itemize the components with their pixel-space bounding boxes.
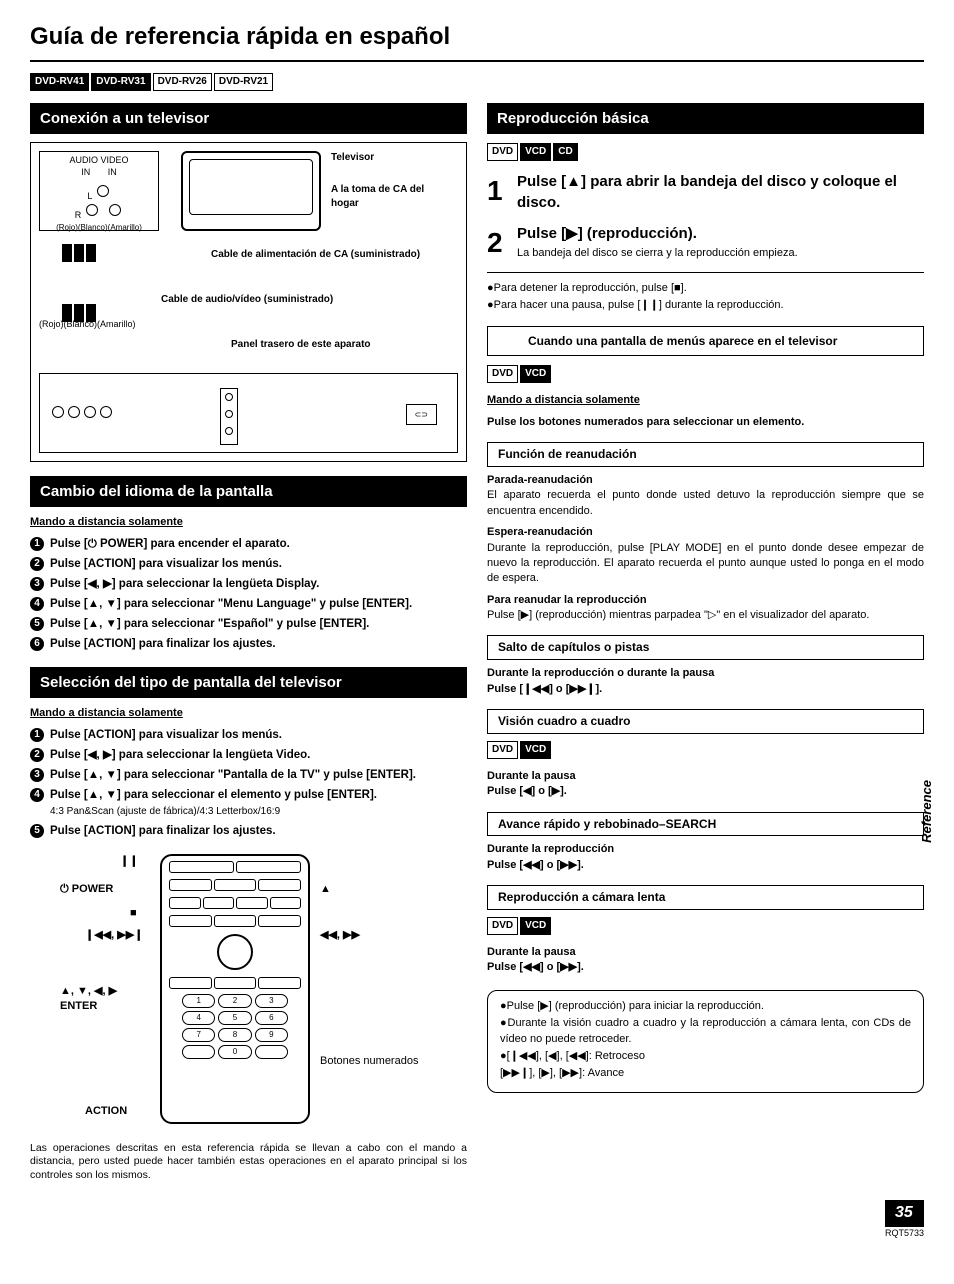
step-num-2: 2 (487, 223, 517, 262)
disc-badge: DVD (487, 365, 518, 383)
label-pause: ❙❙ (120, 854, 138, 869)
page-number: 35 (885, 1200, 924, 1226)
resume-p1: Parada-reanudación El aparato recuerda e… (487, 473, 924, 519)
list-item: 3Pulse [◀, ▶] para seleccionar la lengüe… (30, 576, 467, 592)
resume-header: Función de reanudación (487, 442, 924, 467)
list-item: 6Pulse [ACTION] para finalizar los ajust… (30, 636, 467, 652)
doc-code: RQT5733 (885, 1227, 924, 1240)
bullet: ●Para hacer una pausa, pulse [❙❙] durant… (487, 298, 924, 313)
frame-p: Durante la pausa Pulse [◀] o [▶]. (487, 769, 924, 800)
stop-pause-bullets: ●Para detener la reproducción, pulse [■]… (487, 281, 924, 314)
list-item: 1Pulse [ACTION] para visualizar los menú… (30, 727, 467, 743)
av-cable-label: Cable de audio/vídeo (suministrado) (161, 293, 391, 307)
disc-badge: CD (553, 143, 577, 161)
step-num-1: 1 (487, 171, 517, 213)
slow-header: Reproducción a cámara lenta (487, 885, 924, 910)
skip-p: Durante la reproducción o durante la pau… (487, 666, 924, 697)
disc-badge: VCD (520, 917, 551, 935)
list-item: 4Pulse [▲, ▼] para seleccionar "Menu Lan… (30, 596, 467, 612)
remote-diagram: ❙❙ ⏻ POWER ■ ❙◀◀, ▶▶❙ ▲, ▼, ◀, ▶ ENTER A… (30, 854, 467, 1134)
list-item: 1Pulse [⏻ POWER] para encender el aparat… (30, 536, 467, 552)
header-screen-type: Selección del tipo de pantalla del telev… (30, 667, 467, 698)
disc-badges-3: DVDVCD (487, 740, 924, 759)
list-item: 4Pulse [▲, ▼] para seleccionar el elemen… (30, 787, 467, 819)
header-language: Cambio del idioma de la pantalla (30, 476, 467, 507)
label-power: ⏻ POWER (60, 882, 113, 897)
disc-badges-1: DVDVCDCD (487, 142, 924, 161)
disc-badge: DVD (487, 917, 518, 935)
search-p: Durante la reproducción Pulse [◀◀] o [▶▶… (487, 842, 924, 873)
right-column: Reproducción básica DVDVCDCD 1 Pulse [▲]… (487, 103, 924, 1183)
ac-label: A la toma de CA del hogar (331, 183, 451, 211)
label-action: ACTION (85, 1104, 127, 1119)
screen-steps: 1Pulse [ACTION] para visualizar los menú… (30, 727, 467, 840)
disc-badges-2: DVDVCD (487, 364, 924, 383)
note-line: [▶▶❙], [▶], [▶▶]: Avance (500, 1066, 911, 1081)
audio-video-in: AUDIO VIDEO IN IN (69, 155, 128, 178)
ac-cable-label: Cable de alimentación de CA (suministrad… (211, 248, 441, 262)
resume-p3: Para reanudar la reproducción Pulse [▶] … (487, 593, 924, 624)
page-title: Guía de referencia rápida en español (30, 20, 924, 62)
note-line: ●Durante la visión cuadro a cuadro y la … (500, 1016, 911, 1047)
color-labels-top: (Rojo)(Blanco)(Amarillo) (40, 222, 158, 233)
language-steps: 1Pulse [⏻ POWER] para encender el aparat… (30, 536, 467, 653)
list-item: 3Pulse [▲, ▼] para seleccionar "Pantalla… (30, 767, 467, 783)
remote-only-2: Mando a distancia solamente (30, 706, 467, 721)
press-numbered: Pulse los botones numerados para selecci… (487, 415, 924, 430)
disc-badge: VCD (520, 143, 551, 161)
disc-badge: DVD (487, 143, 518, 161)
label-eject: ▲ (320, 882, 331, 897)
model-badge: DVD-RV26 (153, 73, 212, 91)
disc-badge: VCD (520, 741, 551, 759)
remote-note: Las operaciones descritas en esta refere… (30, 1142, 467, 1183)
list-item: 5Pulse [ACTION] para finalizar los ajust… (30, 823, 467, 839)
remote-body: 123 456 789 0 (160, 854, 310, 1124)
remote-only-3: Mando a distancia solamente (487, 393, 924, 408)
tv-label: Televisor (331, 151, 374, 165)
label-skip: ❙◀◀, ▶▶❙ (85, 928, 143, 943)
color-labels-bottom: (Rojo)(Blanco)(Amarillo) (39, 318, 136, 331)
skip-header: Salto de capítulos o pistas (487, 635, 924, 660)
rear-panel-label: Panel trasero de este aparato (231, 338, 381, 352)
model-badge: DVD-RV31 (91, 73, 150, 91)
left-column: Conexión a un televisor AUDIO VIDEO IN I… (30, 103, 467, 1183)
resume-p2: Espera-reanudación Durante la reproducci… (487, 525, 924, 587)
side-reference-tab: Reference (918, 780, 936, 843)
step-2-head: Pulse [▶] (reproducción). (517, 223, 798, 244)
connection-diagram: AUDIO VIDEO IN IN L R (Rojo)(Blanco)(Ama… (30, 142, 467, 462)
step-2-sub: La bandeja del disco se cierra y la repr… (517, 246, 798, 261)
disc-badge: DVD (487, 741, 518, 759)
disc-badges-4: DVDVCD (487, 916, 924, 935)
step-1-text: Pulse [▲] para abrir la bandeja del disc… (517, 171, 924, 213)
slow-p: Durante la pausa Pulse [◀◀] o [▶▶]. (487, 945, 924, 976)
label-search: ◀◀, ▶▶ (320, 928, 360, 943)
bullet: ●Para detener la reproducción, pulse [■]… (487, 281, 924, 296)
frame-header: Visión cuadro a cuadro (487, 709, 924, 734)
label-arrows: ▲, ▼, ◀, ▶ ENTER (60, 984, 117, 1015)
model-badge: DVD-RV41 (30, 73, 89, 91)
header-playback: Reproducción básica (487, 103, 924, 134)
menu-screen-note: Cuando una pantalla de menús aparece en … (487, 326, 924, 357)
note-line: ●Pulse [▶] (reproducción) para iniciar l… (500, 999, 911, 1014)
note-line: ●[❙◀◀], [◀], [◀◀]: Retroceso (500, 1049, 911, 1064)
page-footer: 35 RQT5733 (30, 1200, 924, 1239)
header-connection: Conexión a un televisor (30, 103, 467, 134)
big-steps: 1 Pulse [▲] para abrir la bandeja del di… (487, 171, 924, 262)
label-stop: ■ (130, 906, 137, 921)
list-item: 2Pulse [ACTION] para visualizar los menú… (30, 556, 467, 572)
search-header: Avance rápido y rebobinado–SEARCH (487, 812, 924, 837)
model-badges: DVD-RV41DVD-RV31DVD-RV26DVD-RV21 (30, 72, 924, 91)
disc-badge: VCD (520, 365, 551, 383)
remote-only-1: Mando a distancia solamente (30, 515, 467, 530)
model-badge: DVD-RV21 (214, 73, 273, 91)
list-item: 2Pulse [◀, ▶] para seleccionar la lengüe… (30, 747, 467, 763)
round-note: ●Pulse [▶] (reproducción) para iniciar l… (487, 990, 924, 1093)
label-numbered: Botones numerados (320, 1054, 418, 1069)
list-item: 5Pulse [▲, ▼] para seleccionar "Español"… (30, 616, 467, 632)
